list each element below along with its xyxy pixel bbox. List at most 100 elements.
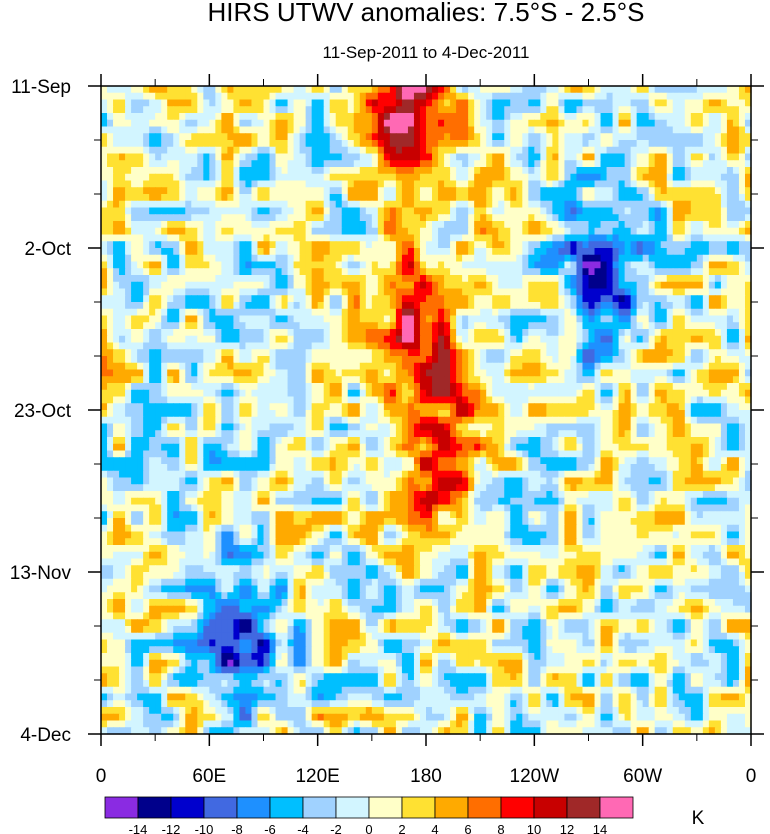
heatmap-cell — [287, 86, 295, 94]
heatmap-cell — [143, 308, 150, 317]
heatmap-cell — [666, 248, 674, 256]
heatmap-cell — [173, 106, 180, 114]
heatmap-cell — [251, 146, 259, 155]
heatmap-cell — [149, 281, 156, 290]
heatmap-cell — [546, 146, 553, 155]
heatmap-cell — [269, 369, 277, 377]
heatmap-cell — [468, 281, 475, 290]
heatmap-cell — [528, 160, 535, 168]
heatmap-cell — [227, 167, 235, 175]
heatmap-cell — [359, 160, 367, 168]
heatmap-cell — [558, 99, 566, 107]
heatmap-cell — [149, 275, 156, 283]
heatmap-cell — [654, 180, 662, 188]
heatmap-cell — [125, 207, 132, 215]
heatmap-cell — [383, 254, 391, 263]
heatmap-cell — [678, 362, 686, 371]
heatmap-cell — [161, 140, 168, 148]
heatmap-cell — [456, 126, 463, 134]
heatmap-cell — [329, 248, 337, 256]
heatmap-cell — [107, 315, 114, 323]
heatmap-cell — [462, 187, 469, 195]
heatmap-cell — [624, 254, 632, 263]
heatmap-cell — [690, 92, 698, 101]
heatmap-cell — [395, 92, 403, 101]
heatmap-cell — [558, 146, 566, 155]
heatmap-cell — [353, 173, 361, 182]
heatmap-cell — [125, 248, 132, 256]
heatmap-cell — [444, 133, 451, 141]
heatmap-cell — [179, 200, 186, 209]
heatmap-cell — [347, 362, 355, 371]
heatmap-cell — [726, 248, 734, 256]
heatmap-cell — [660, 383, 668, 391]
heatmap-cell — [474, 194, 481, 202]
heatmap-cell — [642, 153, 650, 161]
heatmap-cell — [444, 248, 451, 256]
heatmap-cell — [486, 92, 493, 101]
heatmap-cell — [678, 322, 686, 330]
heatmap-cell — [281, 194, 289, 202]
heatmap-cell — [323, 126, 331, 134]
heatmap-cell — [726, 275, 734, 283]
heatmap-cell — [582, 173, 590, 182]
heatmap-cell — [648, 335, 656, 344]
heatmap-cell — [389, 167, 397, 175]
heatmap-cell — [305, 322, 313, 330]
heatmap-cell — [528, 302, 535, 310]
heatmap-cell — [341, 335, 349, 344]
heatmap-cell — [131, 133, 138, 141]
heatmap-cell — [143, 92, 150, 101]
heatmap-cell — [570, 173, 578, 182]
heatmap-cell — [341, 275, 349, 283]
heatmap-cell — [395, 308, 403, 317]
heatmap-cell — [167, 308, 174, 317]
heatmap-cell — [209, 234, 216, 242]
heatmap-cell — [233, 241, 241, 249]
heatmap-cell — [317, 207, 325, 215]
heatmap-cell — [143, 126, 150, 134]
heatmap-cell — [480, 194, 487, 202]
heatmap-cell — [341, 356, 349, 364]
heatmap-cell — [660, 214, 668, 222]
heatmap-cell — [468, 221, 475, 229]
heatmap-cell — [335, 200, 343, 209]
heatmap-cell — [299, 383, 307, 391]
heatmap-cell — [221, 383, 228, 391]
heatmap-cell — [137, 92, 144, 101]
heatmap-cell — [582, 106, 590, 114]
heatmap-cell — [275, 214, 283, 222]
heatmap-cell — [660, 173, 668, 182]
heatmap-cell — [227, 119, 235, 128]
heatmap-cell — [167, 200, 174, 209]
heatmap-cell — [305, 133, 313, 141]
heatmap-cell — [618, 133, 626, 141]
heatmap-cell — [113, 275, 120, 283]
heatmap-cell — [131, 146, 138, 155]
heatmap-cell — [684, 153, 692, 161]
heatmap-cell — [131, 99, 138, 107]
heatmap-cell — [341, 369, 349, 377]
heatmap-cell — [353, 133, 361, 141]
heatmap-cell — [239, 261, 247, 269]
heatmap-cell — [534, 241, 541, 249]
heatmap-cell — [305, 329, 313, 337]
heatmap-cell — [209, 356, 216, 364]
heatmap-cell — [323, 389, 331, 398]
heatmap-cell — [486, 275, 493, 283]
heatmap-cell — [612, 248, 620, 256]
heatmap-cell — [203, 113, 210, 121]
heatmap-cell — [558, 92, 566, 101]
heatmap-cell — [185, 106, 192, 114]
heatmap-cell — [516, 234, 523, 242]
heatmap-cell — [450, 187, 457, 195]
heatmap-cell — [293, 302, 301, 310]
heatmap-cell — [395, 173, 403, 182]
heatmap-cell — [468, 214, 475, 222]
heatmap-cell — [389, 275, 397, 283]
heatmap-cell — [173, 362, 180, 371]
heatmap-cell — [546, 227, 553, 236]
heatmap-cell — [161, 119, 168, 128]
heatmap-cell — [287, 362, 295, 371]
heatmap-cell — [311, 86, 319, 94]
